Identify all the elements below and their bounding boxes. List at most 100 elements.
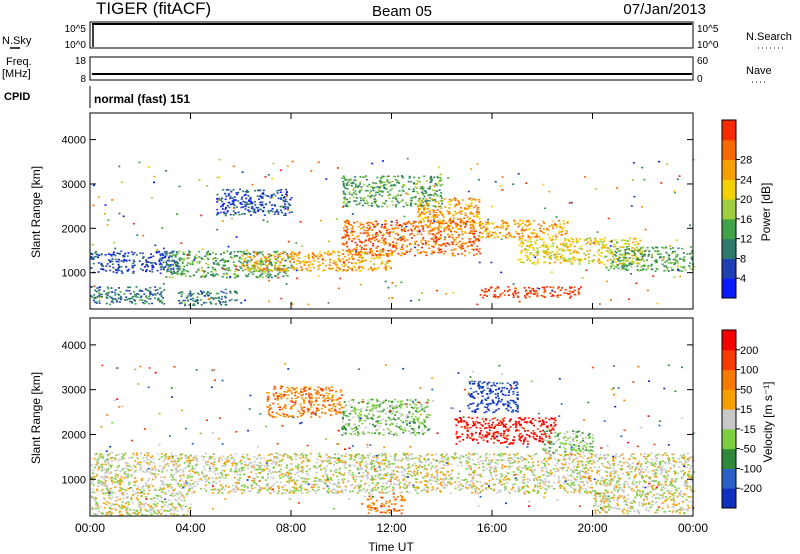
data-cell xyxy=(278,268,281,270)
data-cell xyxy=(350,262,353,264)
data-cell xyxy=(602,484,605,486)
data-cell xyxy=(108,303,111,306)
data-cell xyxy=(161,227,164,229)
data-cell xyxy=(268,279,270,282)
data-cell xyxy=(233,196,236,198)
data-cell xyxy=(643,254,646,257)
data-cell xyxy=(210,274,213,276)
data-cell xyxy=(193,480,196,483)
data-cell xyxy=(612,261,614,264)
colorbar-segment xyxy=(722,139,736,161)
data-cell xyxy=(447,463,450,465)
data-cell xyxy=(164,266,167,268)
data-cell xyxy=(127,476,130,478)
data-cell xyxy=(282,454,285,456)
data-cell xyxy=(636,265,639,268)
data-cell xyxy=(424,475,427,477)
data-cell xyxy=(442,481,445,483)
data-cell xyxy=(526,478,529,481)
data-cell xyxy=(286,464,288,466)
data-cell xyxy=(273,261,276,264)
data-cell xyxy=(521,222,524,224)
data-cell xyxy=(290,458,293,461)
data-cell xyxy=(118,294,120,296)
data-cell xyxy=(598,259,601,262)
data-cell xyxy=(377,234,380,236)
data-cell xyxy=(329,456,332,458)
data-cell xyxy=(287,456,289,459)
data-cell xyxy=(536,260,539,263)
data-cell xyxy=(178,292,180,294)
data-cell xyxy=(598,243,600,246)
data-cell xyxy=(589,477,592,480)
data-cell xyxy=(432,198,435,201)
data-cell xyxy=(352,248,355,251)
data-cell xyxy=(676,262,679,264)
data-cell xyxy=(409,242,412,245)
data-cell xyxy=(220,298,223,300)
data-cell xyxy=(633,238,636,240)
data-cell xyxy=(352,237,355,240)
data-cell xyxy=(490,488,493,490)
data-cell xyxy=(287,257,290,260)
data-cell xyxy=(237,488,240,491)
data-cell xyxy=(611,260,614,263)
data-cell xyxy=(674,471,677,474)
data-cell xyxy=(537,489,540,492)
data-cell xyxy=(342,190,345,193)
data-cell xyxy=(424,216,427,219)
data-cell xyxy=(567,249,570,252)
data-cell xyxy=(312,256,315,258)
data-cell xyxy=(397,181,400,184)
data-cell xyxy=(431,209,434,212)
data-cell xyxy=(624,253,627,256)
data-cell xyxy=(279,209,282,212)
data-cell xyxy=(564,288,567,291)
data-cell xyxy=(221,258,224,260)
data-cell xyxy=(588,486,591,489)
data-cell xyxy=(520,250,523,252)
data-cell xyxy=(280,211,283,214)
cpid-value: normal (fast) 151 xyxy=(94,92,190,106)
data-cell xyxy=(104,476,107,479)
data-cell xyxy=(473,206,476,209)
data-cell xyxy=(516,452,519,455)
data-cell xyxy=(672,247,674,249)
data-cell xyxy=(566,243,569,246)
data-cell xyxy=(146,458,149,461)
data-cell xyxy=(533,479,536,481)
data-cell xyxy=(456,228,459,230)
data-cell xyxy=(106,484,108,487)
data-cell xyxy=(263,206,265,209)
data-cell xyxy=(353,237,356,240)
data-cell xyxy=(507,286,510,288)
data-cell xyxy=(249,253,252,255)
data-cell xyxy=(209,301,212,303)
data-cell xyxy=(189,263,192,265)
data-cell xyxy=(520,240,523,242)
data-cell xyxy=(390,476,393,479)
data-cell xyxy=(615,470,618,472)
data-cell xyxy=(448,203,451,206)
data-cell xyxy=(364,231,367,234)
data-cell xyxy=(568,292,571,295)
data-cell xyxy=(174,254,177,257)
data-cell xyxy=(439,199,442,202)
data-cell xyxy=(390,188,393,190)
data-cell xyxy=(243,213,246,215)
data-cell xyxy=(365,244,368,247)
data-cell xyxy=(348,201,351,204)
data-cell xyxy=(421,205,424,208)
data-cell xyxy=(253,270,255,273)
data-cell xyxy=(384,267,387,269)
data-cell xyxy=(622,267,625,270)
data-cell xyxy=(538,235,541,238)
data-cell xyxy=(127,298,130,300)
data-cell xyxy=(448,227,451,230)
data-cell xyxy=(539,487,542,489)
data-cell xyxy=(212,263,215,265)
data-cell xyxy=(340,490,342,493)
data-cell xyxy=(192,303,195,305)
data-cell xyxy=(110,296,113,299)
data-cell xyxy=(149,292,151,294)
